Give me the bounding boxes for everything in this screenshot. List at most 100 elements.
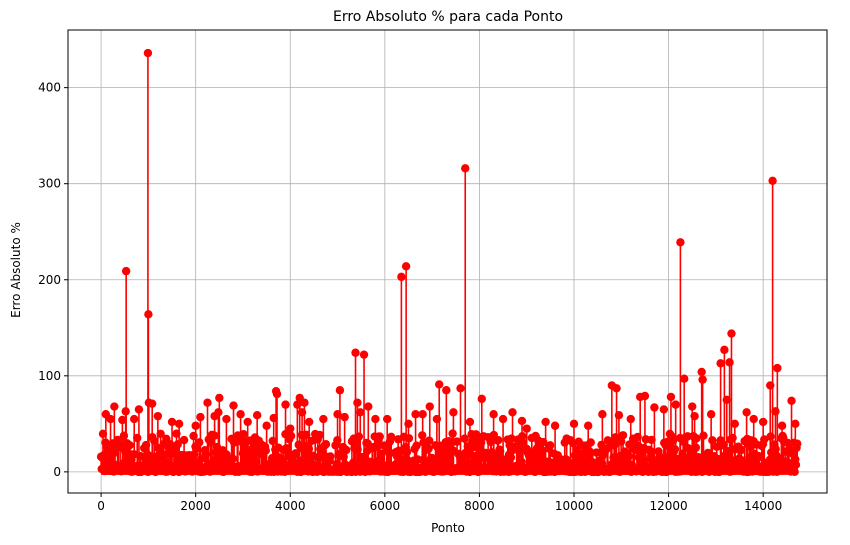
data-point xyxy=(222,414,231,424)
data-point xyxy=(425,436,434,445)
data-point xyxy=(236,410,245,419)
data-point xyxy=(448,429,457,438)
data-point xyxy=(354,432,364,441)
data-point xyxy=(787,396,796,405)
data-point xyxy=(730,419,739,429)
data-point xyxy=(404,419,413,429)
data-point xyxy=(118,415,127,425)
x-axis-ticks: 0 2000 4000 6000 8000 10000 12000 14000 xyxy=(97,493,782,513)
y-tick-label: 300 xyxy=(38,177,61,191)
data-point xyxy=(776,454,785,463)
data-point xyxy=(754,451,763,461)
data-point xyxy=(373,442,382,452)
x-axis-label: Ponto xyxy=(431,521,465,535)
x-tick-label: 14000 xyxy=(744,499,782,513)
data-point xyxy=(760,435,769,444)
data-point xyxy=(319,414,328,424)
data-point xyxy=(699,431,708,440)
data-point xyxy=(690,411,699,421)
data-point xyxy=(477,394,486,404)
data-point xyxy=(141,440,151,450)
y-tick-label: 400 xyxy=(38,81,61,95)
data-point xyxy=(452,437,462,446)
data-point xyxy=(195,438,204,447)
data-point xyxy=(333,410,342,419)
data-point xyxy=(791,460,801,470)
data-point xyxy=(487,437,496,446)
data-point xyxy=(468,443,478,452)
data-point xyxy=(293,400,302,409)
data-point xyxy=(335,386,345,395)
data-point xyxy=(173,440,182,449)
data-point xyxy=(342,445,351,455)
data-point xyxy=(749,414,758,424)
data-point xyxy=(518,438,528,447)
data-point xyxy=(545,441,555,450)
data-point xyxy=(489,410,498,419)
data-point xyxy=(564,458,574,467)
data-point xyxy=(304,417,314,427)
data-point xyxy=(121,407,130,416)
data-point xyxy=(697,367,706,377)
data-point xyxy=(203,398,212,407)
data-point xyxy=(106,414,115,424)
data-point xyxy=(679,374,689,383)
data-point xyxy=(719,440,728,449)
data-point xyxy=(348,458,358,467)
data-point xyxy=(286,431,296,441)
data-point xyxy=(262,421,271,430)
data-point xyxy=(321,439,331,449)
data-point xyxy=(353,445,362,454)
data-point xyxy=(291,449,300,458)
data-point xyxy=(522,424,531,433)
data-point xyxy=(586,438,595,447)
data-point xyxy=(243,417,252,427)
data-point xyxy=(119,431,129,440)
data-point xyxy=(383,414,392,424)
data-point xyxy=(239,430,248,439)
data-points xyxy=(96,48,802,477)
data-point xyxy=(766,432,775,441)
data-point xyxy=(210,431,219,440)
data-point xyxy=(449,408,458,417)
data-point xyxy=(647,435,656,445)
x-tick-label: 2000 xyxy=(180,499,211,513)
data-point xyxy=(583,421,593,430)
data-point xyxy=(790,467,799,477)
data-point xyxy=(150,436,159,446)
data-point xyxy=(435,380,444,389)
x-tick-label: 6000 xyxy=(370,499,401,513)
data-point xyxy=(425,402,434,411)
data-point xyxy=(793,439,802,448)
data-point xyxy=(665,465,674,475)
data-point xyxy=(722,395,731,405)
data-point xyxy=(282,444,291,453)
data-point xyxy=(110,448,120,457)
data-point xyxy=(404,434,414,443)
y-tick-label: 100 xyxy=(38,369,61,383)
data-point xyxy=(304,444,314,453)
data-point xyxy=(144,310,153,319)
data-point xyxy=(269,413,278,423)
data-point xyxy=(196,412,205,422)
data-point xyxy=(491,459,500,468)
data-point xyxy=(708,436,717,445)
data-point xyxy=(133,433,142,443)
data-point xyxy=(517,416,527,426)
data-point xyxy=(737,445,746,455)
data-point xyxy=(783,438,792,448)
chart-title: Erro Absoluto % para cada Ponto xyxy=(333,9,563,25)
data-point xyxy=(375,432,384,441)
data-point xyxy=(215,393,224,403)
data-point xyxy=(172,429,181,438)
data-point xyxy=(307,436,316,446)
data-point xyxy=(650,403,659,412)
data-point xyxy=(773,363,782,373)
data-point xyxy=(691,443,701,452)
data-point xyxy=(160,450,170,459)
data-point xyxy=(541,417,550,427)
data-point xyxy=(353,398,362,407)
data-point xyxy=(771,407,780,416)
data-point xyxy=(143,48,153,58)
x-tick-label: 0 xyxy=(97,499,105,513)
